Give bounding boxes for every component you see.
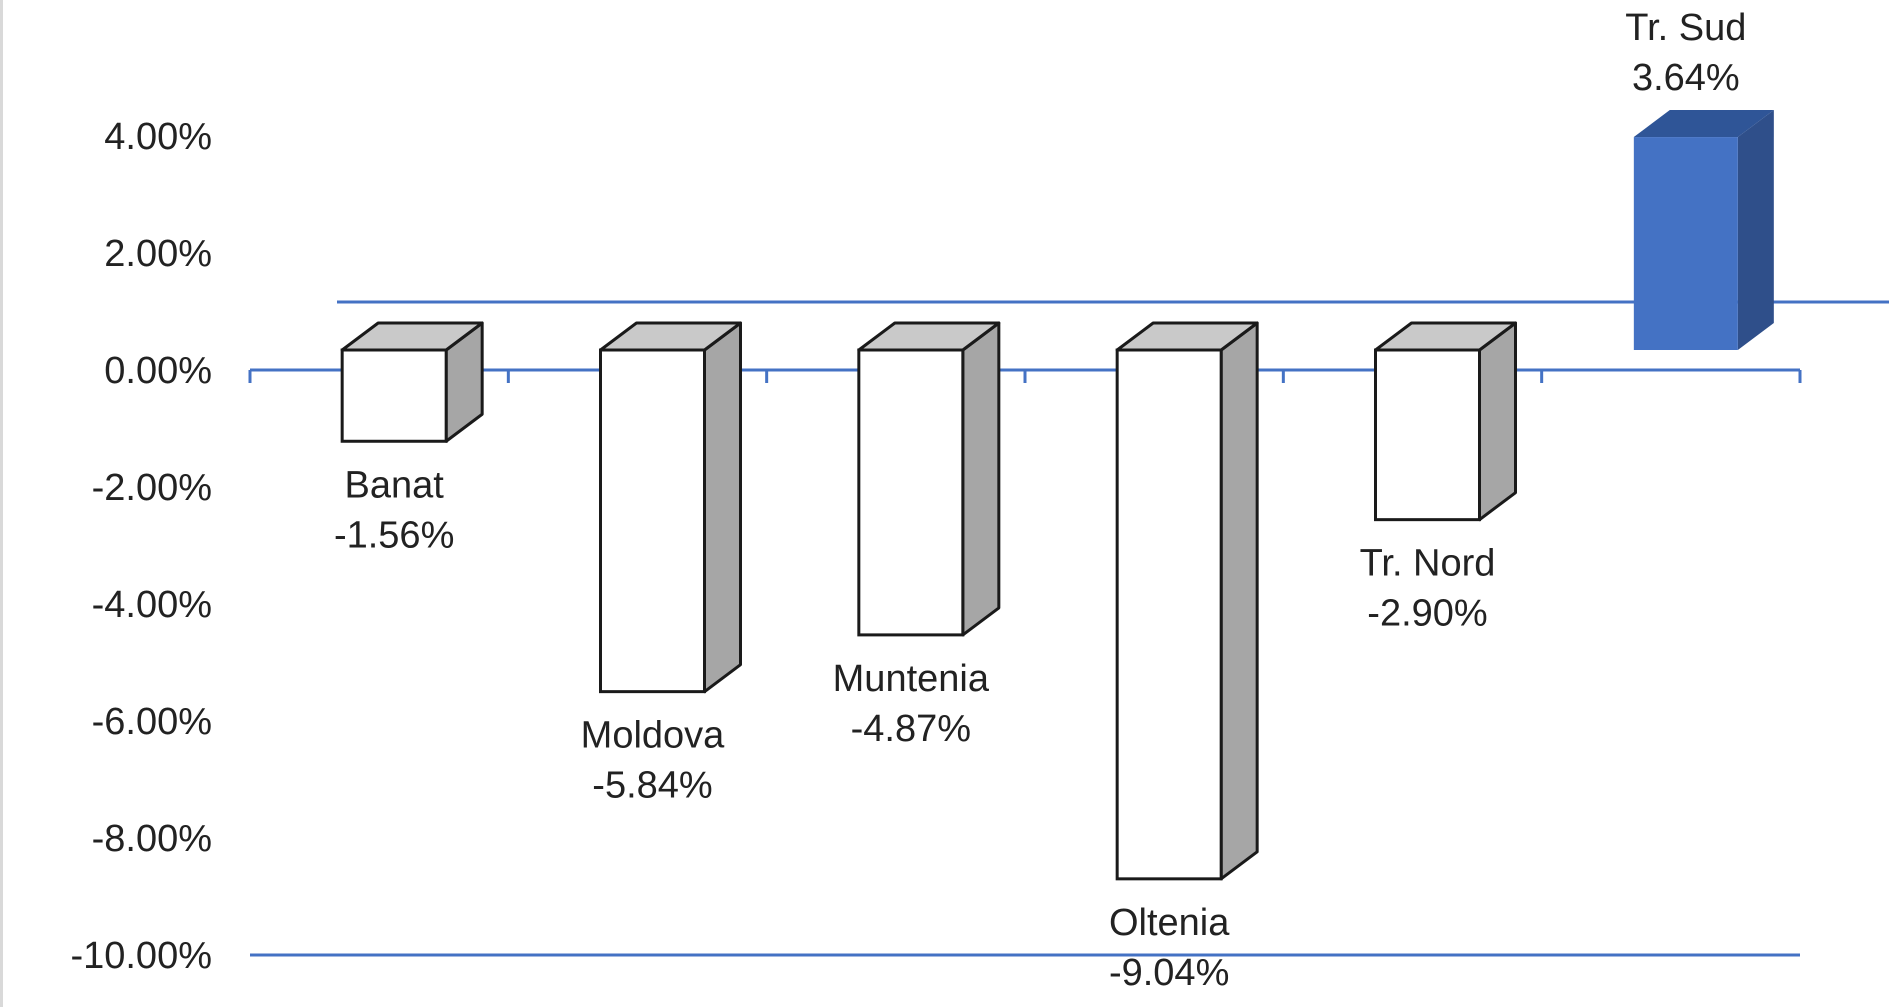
bar-side-face — [1737, 110, 1774, 350]
bar-top-face — [1633, 110, 1774, 138]
bar-tr-sud — [1633, 137, 1738, 350]
data-label-category: Tr. Nord — [1360, 543, 1496, 585]
data-label-category: Tr. Sud — [1625, 7, 1746, 49]
bar-side-face — [961, 321, 1001, 637]
data-label-category: Banat — [345, 464, 445, 506]
data-label-value: -9.04% — [1109, 952, 1229, 994]
bar-muntenia — [857, 348, 965, 637]
bar-side-face — [1219, 321, 1259, 881]
bar-side-face — [1478, 321, 1517, 522]
y-tick-label: -10.00% — [70, 935, 212, 977]
y-tick-label: 2.00% — [104, 233, 212, 275]
y-tick-label: -8.00% — [92, 818, 212, 860]
data-label-value: -4.87% — [851, 708, 971, 750]
data-label-category: Oltenia — [1109, 902, 1230, 944]
data-label-category: Muntenia — [833, 658, 990, 700]
y-tick-label: 4.00% — [104, 116, 212, 158]
bar-side-face — [703, 321, 742, 694]
data-label-value: -2.90% — [1367, 593, 1487, 635]
y-tick-label: -2.00% — [92, 467, 212, 509]
data-label-value: 3.64% — [1632, 57, 1740, 99]
data-label-value: -5.84% — [592, 765, 712, 807]
data-label-value: -1.56% — [334, 514, 454, 556]
bar-oltenia — [1115, 348, 1223, 881]
left-edge-divider — [0, 0, 3, 1007]
y-tick-label: -4.00% — [92, 584, 212, 626]
data-label-category: Moldova — [581, 715, 725, 757]
bar-tr-nord — [1374, 348, 1481, 522]
y-tick-label: 0.00% — [104, 350, 212, 392]
y-tick-label: -6.00% — [92, 701, 212, 743]
bar-banat — [340, 348, 448, 443]
bar-moldova — [599, 348, 706, 694]
